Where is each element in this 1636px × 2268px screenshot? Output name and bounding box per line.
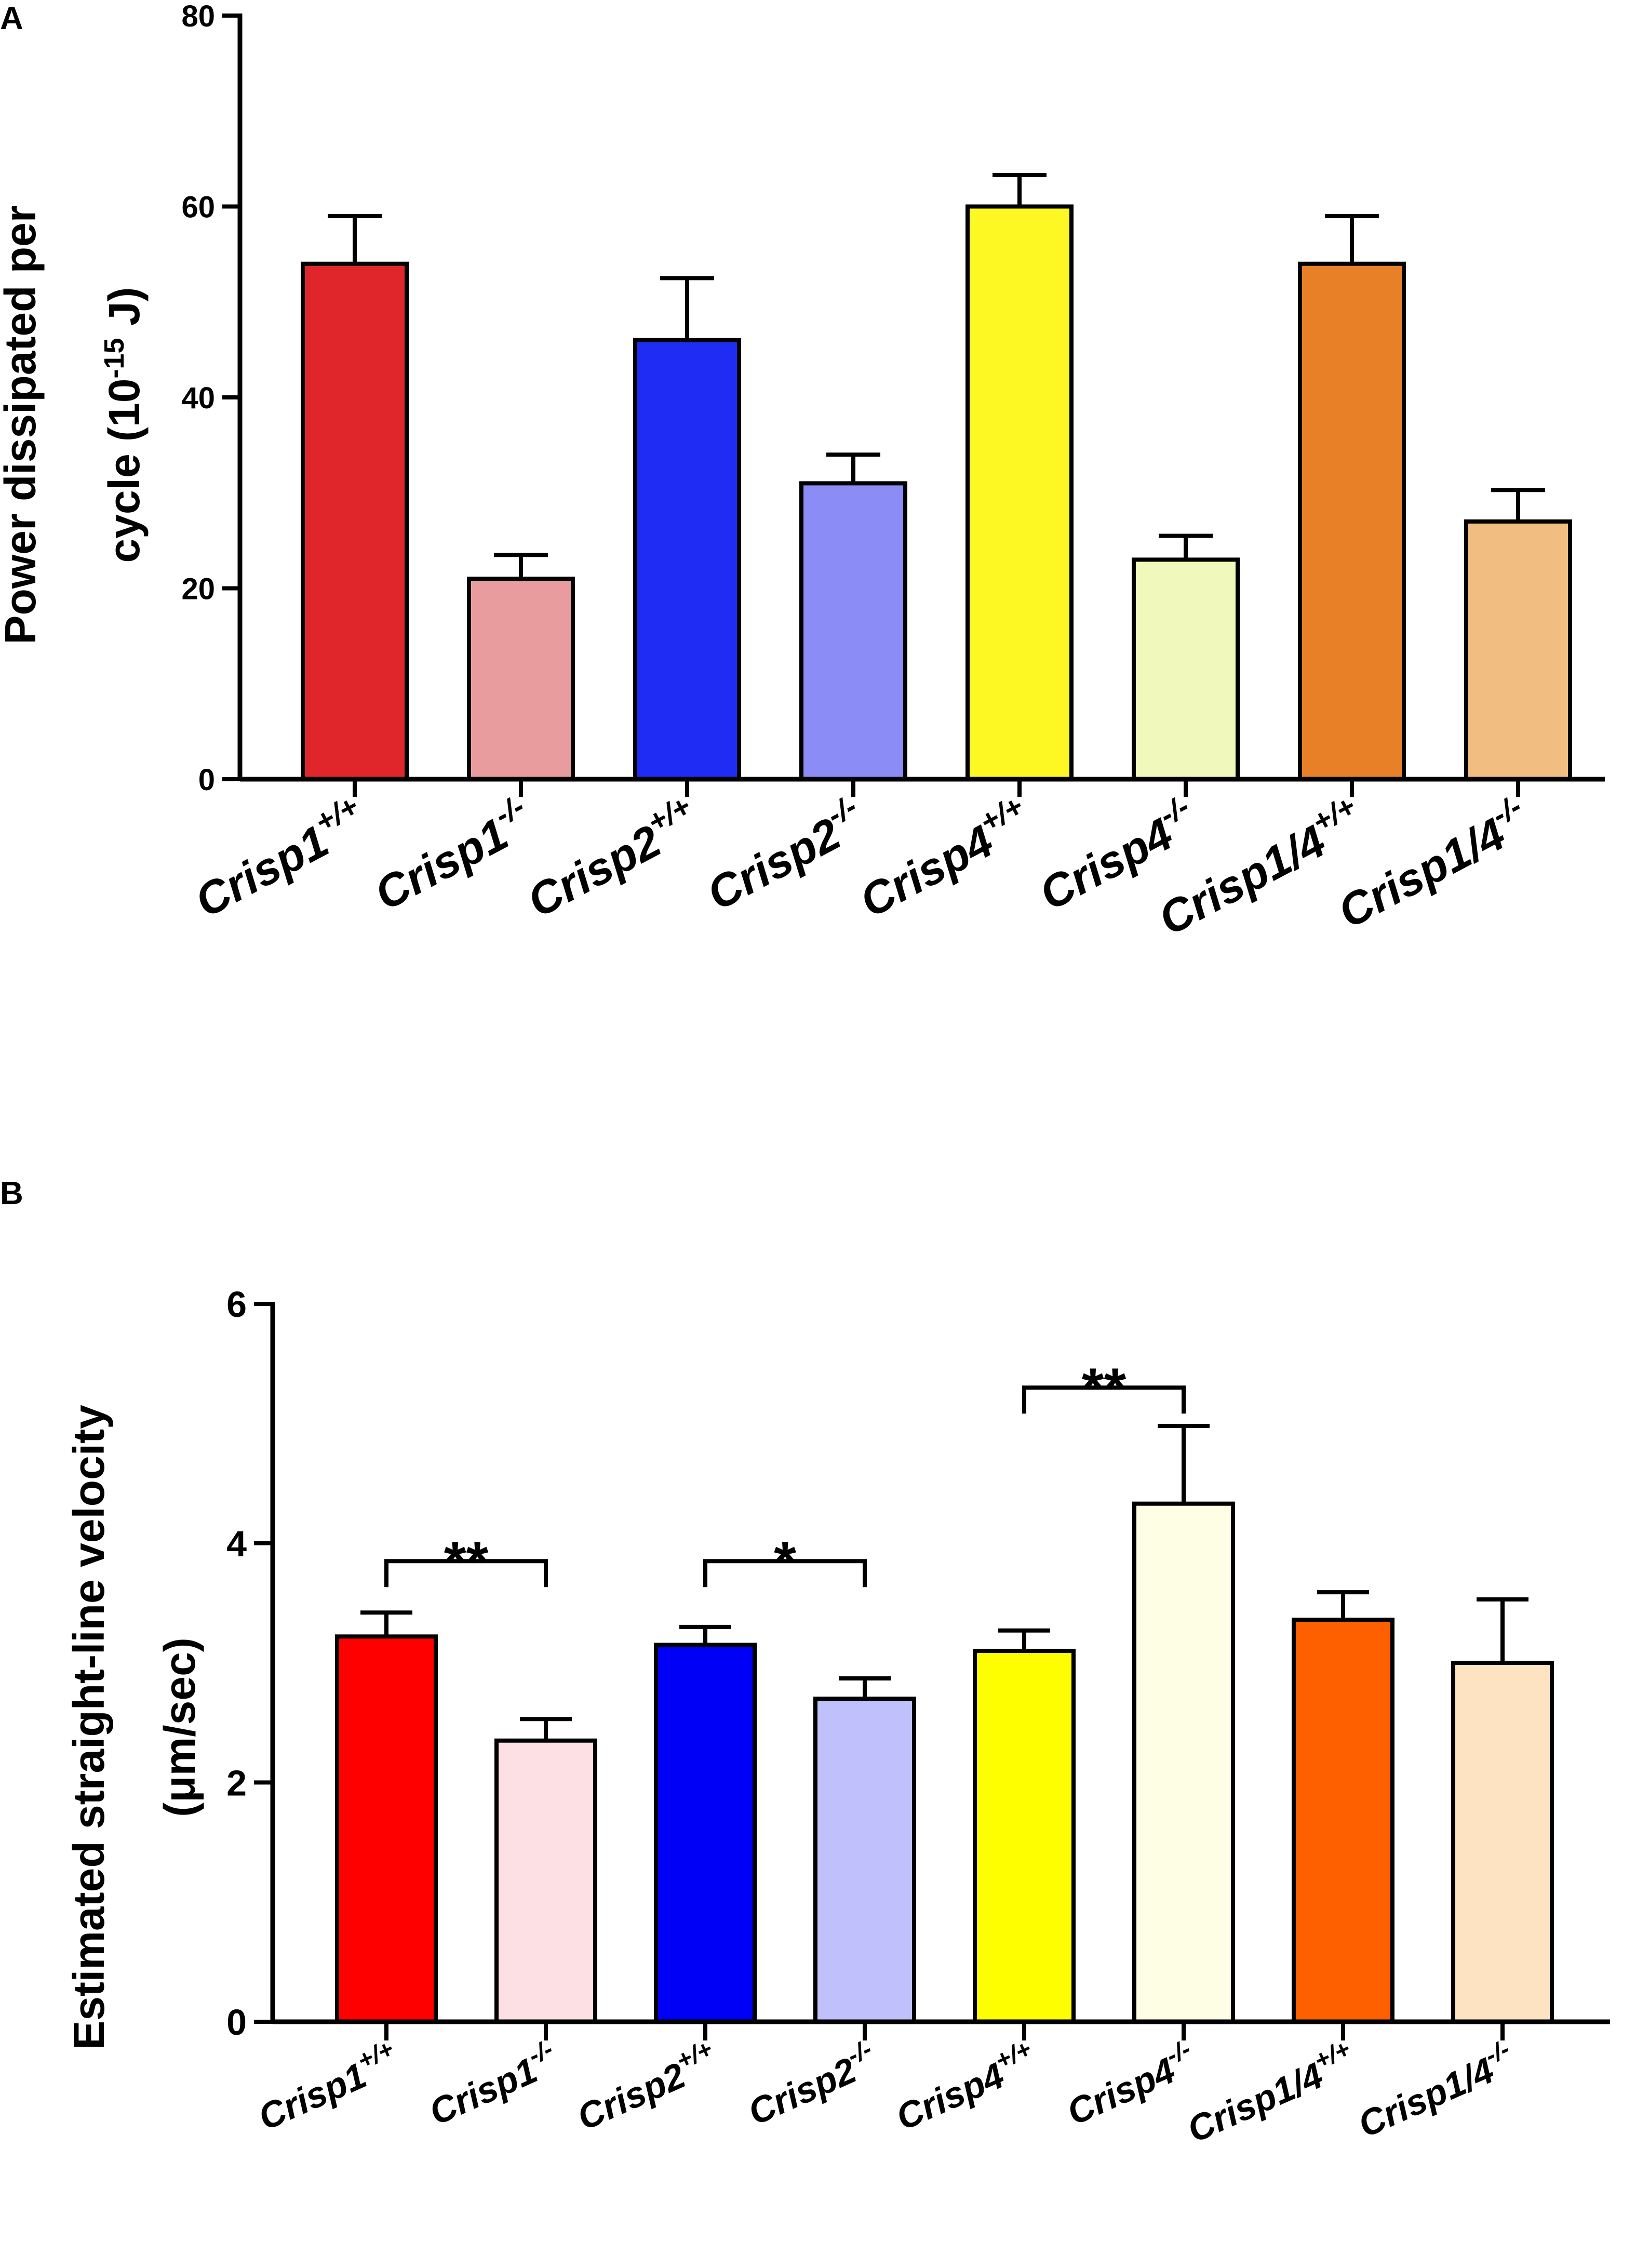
panel-b-xtick-label-3: Crisp2-/- — [740, 2035, 883, 2133]
panel-a-ylabel-line1: Power dissipated per — [0, 206, 45, 645]
panel-a-ytick-label-0: 0 — [198, 763, 215, 797]
panel-a-bar-2 — [633, 338, 741, 781]
panel-b-ytick-label-2: 4 — [226, 1524, 247, 1564]
panel-b-xtick-label-base-1: Crisp1 — [423, 2050, 543, 2133]
panel-b-letter: B — [0, 1176, 23, 1211]
panel-b-bar-1 — [494, 1738, 597, 2024]
panel-a-ytick-label-4: 80 — [181, 0, 215, 33]
panel-b-sig-label-0: ** — [444, 1530, 489, 1594]
panel-a-xtick-label-base-7: Crisp1/4 — [1330, 808, 1513, 938]
panel-b-bar-3 — [813, 1697, 916, 2024]
panel-a-ytick-label-1: 20 — [181, 572, 215, 606]
panel-b-xtick-label-base-2: Crisp2 — [571, 2055, 691, 2138]
panel-a-xtick-label-base-2: Crisp2 — [519, 815, 669, 927]
panel-b-ytick-label-1: 2 — [226, 1763, 247, 1804]
panel-b-xtick-label-0: Crisp1+/+ — [250, 2035, 405, 2138]
panel-b-sig-bracket-0 — [384, 1559, 548, 1587]
panel-b-bar-7 — [1451, 1661, 1554, 2024]
panel-a-xtick-label-base-4: Crisp4 — [852, 815, 1001, 927]
panel-a-bar-6 — [1298, 261, 1406, 781]
panel-b: B Estimated straight-line velocity (μm/s… — [0, 1176, 1610, 2150]
panel-b-xtick-label-base-0: Crisp1 — [252, 2055, 372, 2138]
panel-a-xtick-label-0: Crisp1+/+ — [184, 789, 375, 927]
panel-a: A Power dissipated per cycle (10-15 J) 0… — [0, 0, 1605, 945]
panel-a-xtick-label-1: Crisp1-/- — [364, 789, 541, 920]
panel-a-bar-5 — [1132, 557, 1240, 781]
panel-a-ylabel-line2: cycle (10-15 J) — [99, 287, 149, 563]
panel-b-sig-bracket-1 — [703, 1559, 867, 1587]
panel-a-bar-7 — [1464, 519, 1572, 781]
panel-a-xtick-label-2: Crisp2+/+ — [516, 789, 707, 927]
panel-a-xtick-label-base-1: Crisp1 — [366, 808, 516, 920]
panel-b-ytick-label-3: 6 — [226, 1284, 247, 1325]
panel-a-bar-4 — [965, 204, 1074, 781]
panel-b-xtick-label-6: Crisp1/4+/+ — [1179, 2035, 1362, 2150]
panel-b-ylabel-line2: (μm/sec) — [155, 1637, 204, 1817]
panel-b-xtick-label-base-3: Crisp2 — [742, 2050, 862, 2133]
panel-b-plot: 0 2 4 6 Crisp1+/+ Crisp1-/-Crisp2+/+ Crisp2-/-… — [226, 1284, 1610, 2150]
panel-a-ytick-label-3: 60 — [181, 190, 215, 224]
panel-b-xtick-label-7: Crisp1/4-/- — [1350, 2035, 1521, 2145]
panel-b-bar-4 — [973, 1648, 1076, 2024]
panel-a-ytick-label-2: 40 — [181, 381, 215, 415]
panel-a-xtick-label-7: Crisp1/4-/- — [1327, 789, 1538, 938]
panel-a-xtick-label-base-3: Crisp2 — [699, 808, 848, 920]
panel-b-xtick-label-base-5: Crisp4 — [1061, 2050, 1181, 2133]
panel-a-xtick-label-4: Crisp4+/+ — [849, 789, 1040, 927]
panel-b-xtick-label-base-6: Crisp1/4 — [1182, 2055, 1329, 2151]
panel-b-xtick-label-1: Crisp1-/- — [421, 2035, 565, 2133]
panel-b-bar-2 — [654, 1643, 757, 2024]
panel-b-xtick-label-2: Crisp2+/+ — [569, 2035, 724, 2138]
panel-b-sig-label-2: ** — [1082, 1357, 1127, 1421]
panel-a-letter: A — [0, 1, 23, 36]
panel-a-xtick-label-3: Crisp2-/- — [696, 789, 874, 920]
panel-b-xtick-label-base-4: Crisp4 — [890, 2055, 1010, 2138]
panel-b-ytick-label-0: 0 — [226, 2002, 247, 2043]
panel-b-sig-bracket-2 — [1022, 1385, 1186, 1414]
panel-a-xtick-label-base-0: Crisp1 — [187, 815, 337, 927]
panel-b-xtick-label-4: Crisp4+/+ — [888, 2035, 1043, 2138]
panel-a-bar-0 — [301, 261, 409, 781]
panel-b-xtick-label-base-7: Crisp1/4 — [1352, 2050, 1500, 2145]
panel-b-bar-0 — [335, 1634, 438, 2024]
panel-a-bar-3 — [799, 481, 907, 781]
panel-b-xtick-label-5: Crisp4-/- — [1059, 2035, 1202, 2133]
panel-b-sig-label-1: * — [774, 1530, 796, 1594]
panel-b-ylabel-line1: Estimated straight-line velocity — [64, 1405, 113, 2050]
panel-a-bar-1 — [467, 577, 575, 781]
panel-b-bar-5 — [1132, 1501, 1235, 2024]
panel-a-xtick-label-base-6: Crisp1/4 — [1150, 815, 1334, 945]
panel-b-bar-6 — [1292, 1618, 1394, 2024]
